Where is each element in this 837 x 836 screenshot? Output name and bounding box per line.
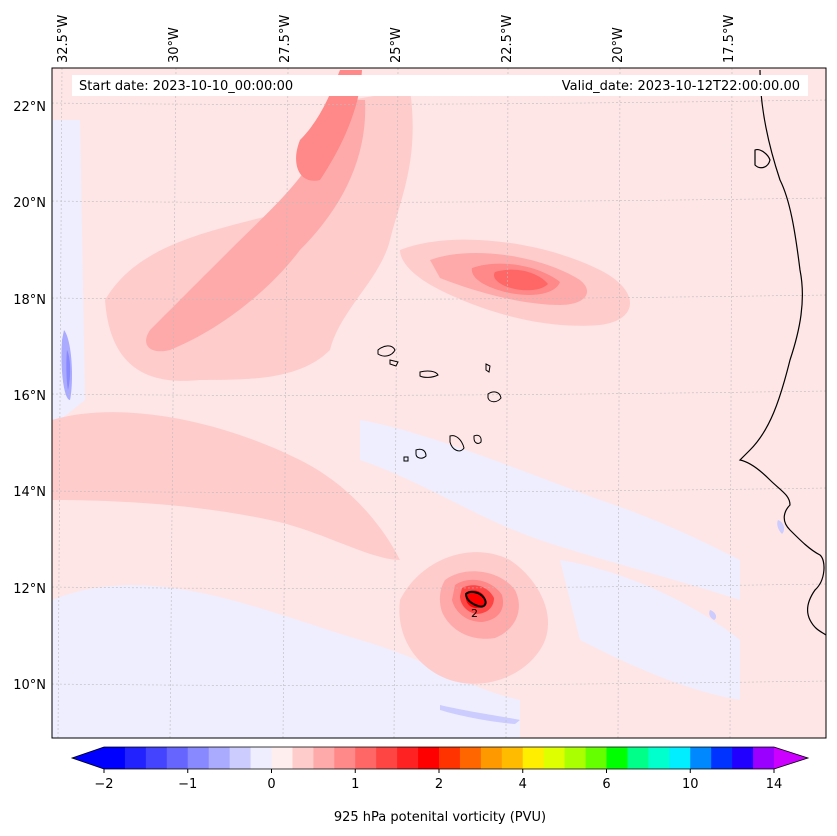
map-panel: 2 [52, 68, 826, 738]
lat-label: 16°N [13, 389, 46, 404]
lat-label: 10°N [13, 678, 46, 693]
lat-label: 20°N [13, 196, 46, 211]
colorbar-segment [229, 747, 251, 769]
colorbar-ticks: −2 −1 0 1 2 4 6 10 14 [94, 769, 782, 792]
colorbar-segment [124, 747, 147, 769]
lon-label: 30°W [167, 27, 182, 63]
pv-negative-field [52, 120, 785, 738]
colorbar-segments [104, 747, 775, 769]
colorbar-tick-label: 0 [267, 777, 275, 792]
colorbar-segment [501, 747, 524, 769]
colorbar-tick-label: 14 [766, 777, 783, 792]
colorbar-segment [271, 747, 293, 769]
contour-label: 2 [471, 607, 478, 620]
map-frame [51, 67, 827, 739]
start-date-label: Start date: 2023-10-10_00:00:00 [79, 79, 293, 94]
colorbar-segment [250, 747, 272, 769]
colorbar-segment [313, 747, 335, 769]
lon-label: 22.5°W [500, 15, 515, 63]
coastline [738, 69, 826, 636]
colorbar-tick-label: 1 [351, 777, 359, 792]
latitude-labels: 22°N 20°N 18°N 16°N 14°N 12°N 10°N [13, 100, 46, 693]
lat-label: 12°N [13, 582, 46, 597]
lon-label: 32.5°W [56, 15, 71, 63]
colorbar-segment [459, 747, 482, 769]
colorbar-segment [439, 747, 461, 769]
lat-label: 18°N [13, 293, 46, 308]
lat-label: 22°N [13, 100, 46, 115]
colorbar-tick-label: −1 [178, 777, 197, 792]
colorbar-tick-label: 4 [519, 777, 527, 792]
colorbar-segment [585, 747, 607, 769]
colorbar-segment [648, 747, 670, 769]
colorbar-segment [187, 747, 210, 769]
colorbar-segment [564, 747, 586, 769]
colorbar-segment [208, 747, 231, 769]
colorbar-label: 925 hPa potenital vorticity (PVU) [334, 810, 546, 825]
colorbar-segment [397, 747, 419, 769]
lon-label: 17.5°W [722, 15, 737, 63]
colorbar-extend-min [72, 747, 104, 769]
colorbar-segment [732, 747, 754, 769]
colorbar-segment [145, 747, 168, 769]
date-header-box [72, 75, 808, 96]
colorbar: −2 −1 0 1 2 4 6 10 14 925 hPa potenital vorticit… [70, 746, 810, 825]
cape-verde-islands [377, 345, 502, 462]
colorbar-segment [711, 747, 733, 769]
pv-positive-field [52, 70, 630, 684]
valid-date-label: Valid_date: 2023-10-12T22:00:00.00 [562, 79, 800, 94]
colorbar-segment [522, 747, 545, 769]
colorbar-segment [292, 747, 314, 769]
colorbar-segment [376, 747, 398, 769]
colorbar-segment [104, 747, 126, 769]
colorbar-segment [543, 747, 566, 769]
colorbar-segment [690, 747, 712, 769]
colorbar-tick-label: 6 [602, 777, 610, 792]
colorbar-tick-label: 2 [435, 777, 443, 792]
graticule [52, 68, 826, 738]
colorbar-segment [480, 747, 503, 769]
colorbar-segment [418, 747, 440, 769]
colorbar-tick-label: −2 [94, 777, 113, 792]
lon-label: 27.5°W [278, 15, 293, 63]
colorbar-segment [166, 747, 189, 769]
colorbar-segment [334, 747, 356, 769]
lat-label: 14°N [13, 485, 46, 500]
colorbar-segment [753, 747, 775, 769]
colorbar-tick-label: 10 [682, 777, 699, 792]
colorbar-segment [627, 747, 649, 769]
colorbar-extend-max [774, 747, 808, 769]
pv-contour-2: 2 [464, 590, 487, 620]
lon-label: 20°W [611, 27, 626, 63]
colorbar-segment [606, 747, 628, 769]
lon-label: 25°W [389, 27, 404, 63]
colorbar-segment [355, 747, 377, 769]
colorbar-segment [669, 747, 691, 769]
longitude-labels: 32.5°W 30°W 27.5°W 25°W 22.5°W 20°W 17.5… [56, 15, 737, 63]
